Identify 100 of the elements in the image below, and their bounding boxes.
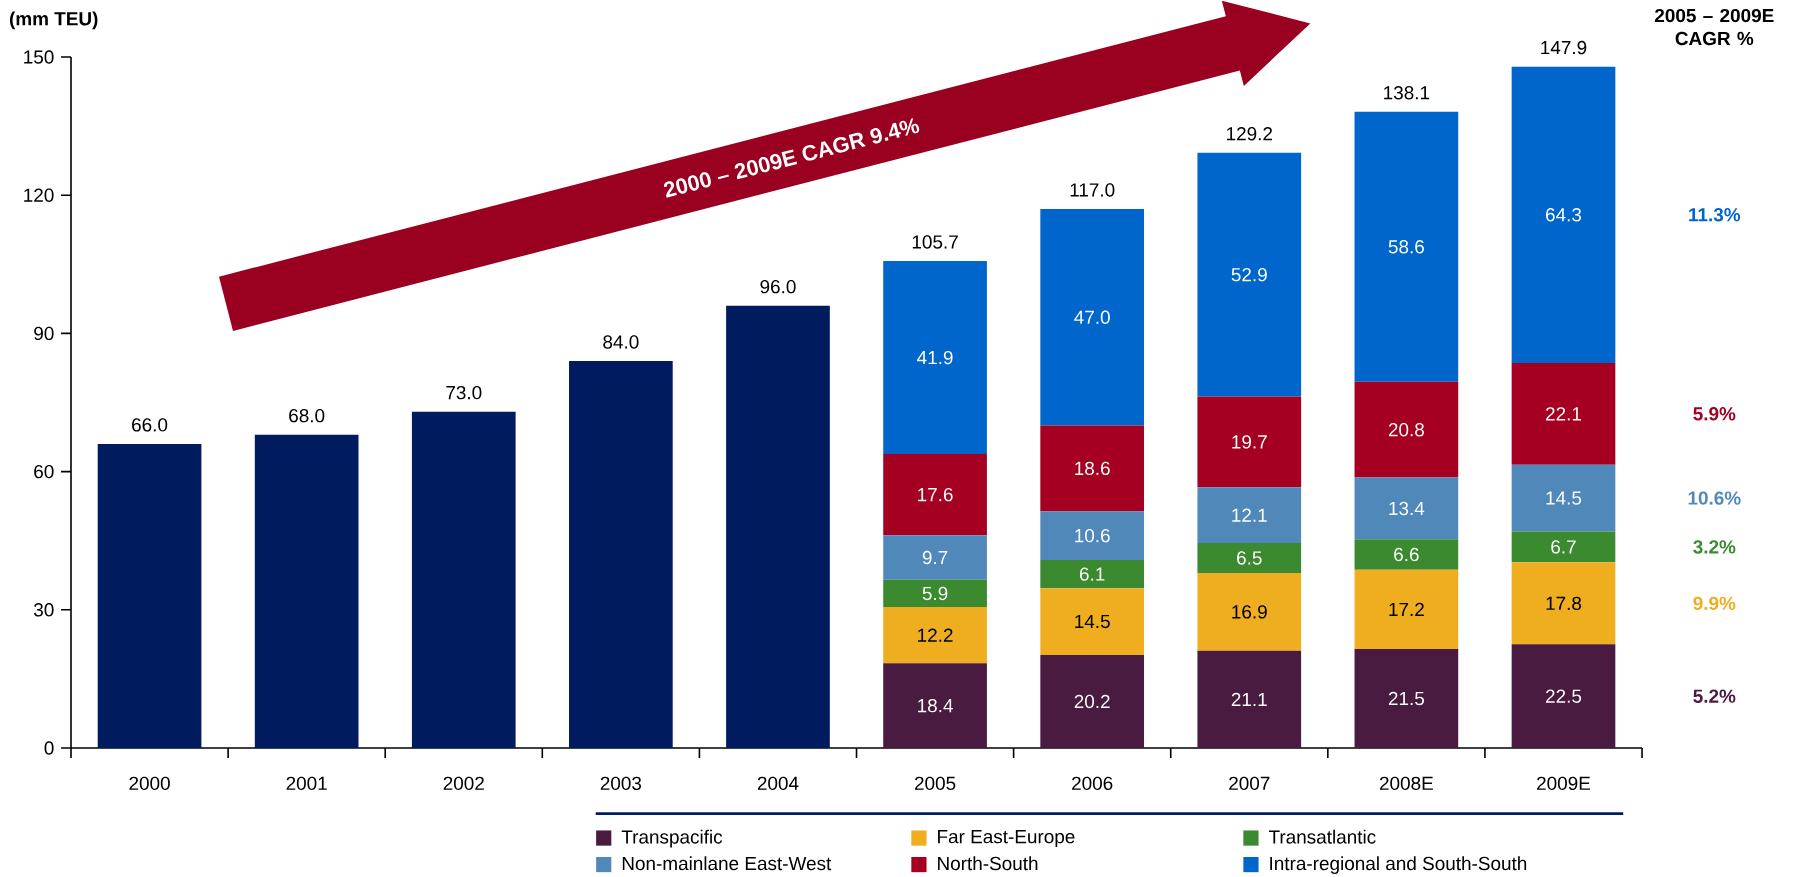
- bar: [1511, 66, 1616, 363]
- text: 10.6%: [1688, 491, 1741, 505]
- bar: [883, 663, 987, 748]
- y-tick-label: 60: [34, 464, 54, 479]
- total-label: 66.0: [132, 418, 168, 432]
- data-label: 14.5: [1546, 491, 1582, 505]
- bar: [1511, 362, 1616, 465]
- data-label: 18.4: [918, 698, 953, 713]
- data-label: 64.3: [1546, 208, 1582, 222]
- data-label: 21.1: [1231, 692, 1267, 707]
- legend-label: Transatlantic: [1268, 829, 1376, 844]
- data-label: 6.6: [1394, 547, 1419, 562]
- data-label: 12.1: [1232, 508, 1267, 522]
- data-label: 5.9: [922, 586, 948, 601]
- y-axis-title: (mm TEU): [9, 11, 98, 30]
- x-tick-label: 2002: [443, 776, 484, 791]
- data-label: 52.9: [1231, 267, 1267, 282]
- bar: [1354, 648, 1459, 748]
- bar: [883, 579, 987, 608]
- total-label: 68.0: [289, 408, 325, 423]
- total-label: 117.0: [1070, 183, 1115, 197]
- bar: [726, 305, 830, 748]
- y-tick-label: 30: [33, 603, 54, 617]
- bar: [97, 443, 202, 748]
- legend-label: Non-mainlane East-West: [622, 856, 832, 871]
- x-tick-label: 2001: [286, 776, 327, 791]
- total-label: 138.1: [1384, 86, 1430, 100]
- x-tick-label: 2004: [757, 776, 799, 791]
- x-tick-label: 2000: [129, 776, 170, 791]
- x-tick-label: 2009E: [1537, 776, 1591, 791]
- data-label: 22.5: [1546, 689, 1582, 703]
- data-label: 10.6: [1075, 528, 1110, 543]
- data-label: 17.2: [1389, 602, 1424, 616]
- legend-label: North-South: [938, 856, 1038, 871]
- text: 5.2%: [1693, 689, 1736, 703]
- y-tick-label: 90: [34, 326, 54, 341]
- bar: [411, 411, 516, 748]
- data-label: 16.9: [1232, 605, 1267, 619]
- data-label: 58.6: [1388, 240, 1424, 254]
- data-label: 20.8: [1388, 422, 1424, 437]
- data-label: 14.5: [1075, 614, 1110, 629]
- data-label: 17.6: [918, 487, 953, 502]
- bar: [1197, 396, 1302, 488]
- x-tick-label: 2003: [600, 776, 642, 791]
- x-tick-label: 2005: [914, 776, 956, 791]
- text: 3.2%: [1693, 540, 1736, 554]
- legend-label: Transpacific: [621, 829, 723, 848]
- bar: [1354, 111, 1459, 382]
- data-label: 18.6: [1075, 461, 1110, 476]
- data-label: 12.2: [918, 628, 953, 642]
- total-label: 105.7: [912, 235, 958, 249]
- bar: [1040, 511, 1145, 561]
- legend-label: Far East-Europe: [938, 830, 1075, 848]
- bar: [254, 434, 359, 748]
- bar: [1511, 644, 1616, 748]
- bar: [1197, 650, 1302, 748]
- text: 5.9%: [1693, 407, 1736, 421]
- y-tick-label: 120: [24, 188, 54, 202]
- bar: [883, 454, 987, 536]
- bar: [883, 261, 987, 455]
- bar: [1354, 381, 1459, 478]
- bar: [1511, 531, 1616, 563]
- data-label: 9.7: [922, 550, 948, 565]
- data-label: 6.1: [1079, 567, 1105, 581]
- data-label: 20.2: [1074, 694, 1110, 709]
- bar: [569, 361, 673, 748]
- data-label: 19.7: [1232, 435, 1267, 449]
- data-label: 47.0: [1074, 310, 1110, 324]
- x-tick-label: 2007: [1229, 776, 1270, 791]
- annotation: 2000 – 2009E CAGR 9.4%: [663, 118, 920, 198]
- bar: [1197, 572, 1302, 651]
- bar: [1354, 539, 1459, 570]
- total-label: 73.0: [446, 385, 482, 400]
- total-label: 96.0: [760, 279, 796, 294]
- bar: [1197, 487, 1302, 543]
- bar: [883, 607, 987, 664]
- data-label: 17.8: [1546, 596, 1582, 611]
- x-tick-label: 2008E: [1379, 776, 1433, 791]
- data-label: 22.1: [1546, 407, 1581, 421]
- text: 2005 – 2009E CAGR %: [1654, 8, 1774, 46]
- bar: [1040, 588, 1145, 655]
- data-label: 21.5: [1388, 691, 1425, 706]
- data-label: 13.4: [1389, 501, 1425, 516]
- total-label: 129.2: [1227, 127, 1273, 141]
- bar: [1354, 569, 1459, 649]
- data-label: 6.7: [1551, 540, 1576, 554]
- bar: [1511, 464, 1616, 532]
- bar: [1040, 425, 1145, 512]
- data-label: 41.9: [917, 350, 953, 365]
- y-tick-label: 150: [24, 50, 54, 64]
- bar: [1040, 654, 1145, 748]
- bar: [1040, 560, 1145, 589]
- bar: [1040, 209, 1145, 426]
- y-tick-label: 0: [44, 741, 54, 755]
- bar: [883, 535, 987, 580]
- total-label: 84.0: [603, 335, 639, 349]
- text: 11.3%: [1689, 208, 1741, 222]
- text: 9.9%: [1693, 596, 1736, 611]
- total-label: 147.9: [1541, 40, 1587, 55]
- bar: [1197, 152, 1302, 397]
